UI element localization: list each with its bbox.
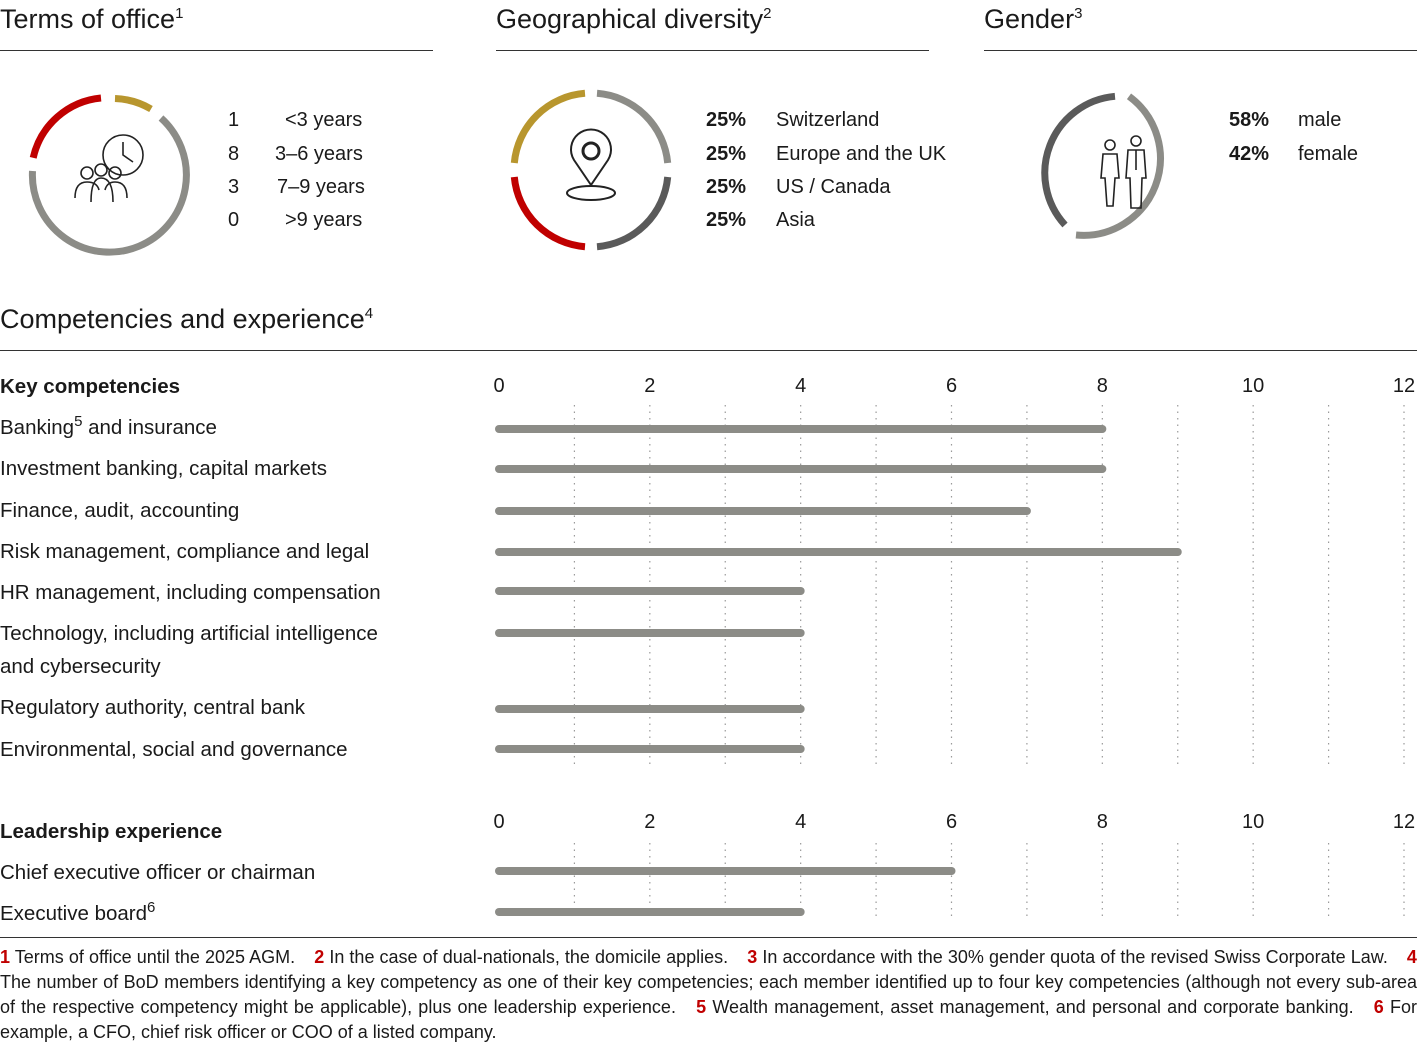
category-label-technology: Technology, including artificial intelli…	[0, 622, 378, 645]
category-label-hr: HR management, including compensation	[0, 581, 381, 604]
gender-rule	[984, 50, 1417, 51]
category-label-executive-board: Executive board6	[0, 899, 156, 925]
key-tick-label: 6	[945, 375, 958, 397]
footnote-5: 5 Wealth management, asset management, a…	[696, 997, 1354, 1017]
terms-ring-segment-grey	[28, 115, 190, 256]
people-clock-icon	[74, 134, 144, 203]
category-label-technology-line2: and cybersecurity	[0, 655, 161, 678]
footnote-3: 3 In accordance with the 30% gender quot…	[747, 947, 1388, 967]
gender-row-1: 58% male	[1229, 109, 1342, 131]
footnote-rule	[0, 937, 1417, 938]
footnote-6: 6 For example, a CFO, chief risk officer…	[0, 997, 1417, 1042]
footnote-4: 4 The number of BoD members identifying …	[0, 947, 1417, 1017]
competencies-rule	[0, 350, 1417, 351]
gender-title: Gender3	[984, 4, 1083, 34]
terms-rule	[0, 50, 433, 51]
terms-donut	[28, 94, 190, 256]
category-label-banking: Banking5 and insurance	[0, 413, 217, 439]
footnotes: 1 Terms of office until the 2025 AGM. 2 …	[0, 945, 1417, 1045]
key-tick-label: 4	[795, 375, 807, 397]
leadership-tick-label: 10	[1242, 811, 1265, 833]
male-female-icon	[1100, 135, 1147, 209]
gender-ring-segment-female	[1041, 92, 1116, 228]
category-label-investment-banking: Investment banking, capital markets	[0, 457, 328, 480]
geo-row-3: 25% US / Canada	[706, 176, 891, 198]
location-pin-icon	[566, 128, 616, 201]
terms-row-3: 3 7–9 years	[228, 176, 365, 198]
key-tick-label: 2	[644, 375, 656, 397]
gender-donut	[1041, 92, 1164, 239]
terms-ring-segment-red	[29, 94, 102, 159]
terms-title: Terms of office1	[0, 4, 184, 34]
geo-ring-segment-switzerland	[596, 89, 672, 164]
footnote-2: 2 In the case of dual-nationals, the dom…	[314, 947, 729, 967]
competencies-title: Competencies and experience4	[0, 304, 374, 334]
category-label-esg: Environmental, social and governance	[0, 738, 348, 761]
footnote-1: 1 Terms of office until the 2025 AGM.	[0, 947, 296, 967]
leadership-tick-label: 12	[1392, 811, 1416, 833]
category-label-ceo: Chief executive officer or chairman	[0, 861, 316, 884]
geo-title: Geographical diversity2	[496, 4, 772, 34]
geo-ring-segment-asia	[510, 89, 586, 164]
category-label-regulatory: Regulatory authority, central bank	[0, 696, 306, 719]
key-tick-label: 10	[1242, 375, 1265, 397]
geo-row-2: 25% Europe and the UK	[706, 143, 947, 165]
gender-row-2: 42% female	[1229, 143, 1359, 165]
leadership-tick-label: 4	[795, 811, 807, 833]
terms-ring-segment-gold	[114, 95, 153, 113]
gender-ring-segment-male	[1075, 93, 1164, 239]
geo-row-4: 25% Asia	[706, 209, 815, 231]
leadership-tick-label: 6	[945, 811, 958, 833]
category-label-finance: Finance, audit, accounting	[0, 499, 240, 522]
leadership-tick-label: 0	[493, 811, 505, 833]
key-competencies-heading: Key competencies	[0, 375, 181, 398]
geo-rule	[496, 50, 929, 51]
geo-donut	[510, 89, 672, 251]
key-tick-label: 8	[1096, 375, 1108, 397]
terms-row-4: 0 >9 years	[228, 209, 363, 231]
geo-ring-segment-europe	[596, 176, 672, 251]
terms-row-2: 8 3–6 years	[228, 143, 363, 165]
leadership-tick-label: 8	[1096, 811, 1108, 833]
key-tick-label: 0	[493, 375, 505, 397]
terms-row-1: 1 <3 years	[228, 109, 363, 131]
geo-ring-segment-us	[510, 176, 586, 251]
geo-row-1: 25% Switzerland	[706, 109, 880, 131]
leadership-experience-heading: Leadership experience	[0, 820, 223, 843]
category-label-risk: Risk management, compliance and legal	[0, 540, 370, 563]
leadership-tick-label: 2	[644, 811, 656, 833]
key-tick-label: 12	[1392, 375, 1416, 397]
